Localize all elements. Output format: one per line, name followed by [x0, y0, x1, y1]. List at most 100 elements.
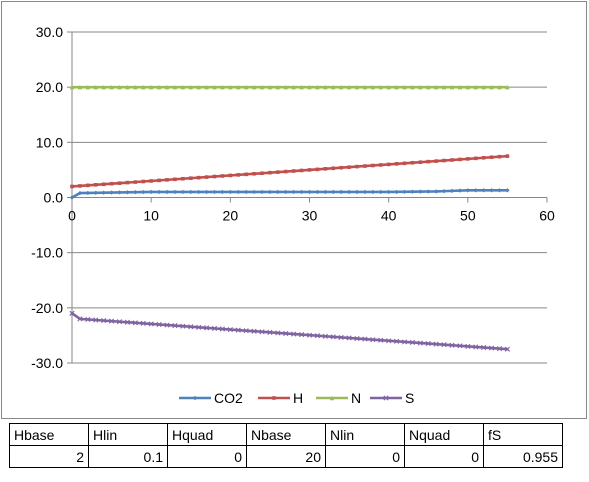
series-point-s — [488, 345, 495, 351]
series-point-co2 — [148, 189, 154, 195]
series-point-h — [165, 178, 169, 182]
series-point-s — [188, 324, 194, 330]
series-point-n — [338, 84, 344, 90]
series-point-s — [93, 317, 99, 323]
series-point-n — [141, 84, 146, 90]
series-point-h — [109, 181, 114, 186]
series-line-s — [70, 312, 509, 351]
series-point-co2 — [85, 190, 91, 196]
series-point-co2 — [481, 188, 486, 193]
series-point-h — [339, 165, 343, 170]
series-point-s — [330, 334, 336, 340]
series-point-co2 — [283, 189, 288, 195]
series-point-s — [417, 340, 423, 346]
legend-label-s: S — [405, 390, 414, 406]
series-point-h — [78, 184, 82, 188]
series-point-co2 — [497, 188, 502, 193]
series-point-h — [244, 172, 248, 177]
legend-label-n: N — [351, 390, 361, 406]
series-point-co2 — [251, 189, 257, 195]
parameter-header-row: Hbase Hlin Hquad Nbase Nlin Nquad fS — [9, 423, 563, 446]
series-point-n — [457, 84, 463, 90]
line-chart: 30.0 20.0 10.0 0.0 -10.0 -20.0 -30.0 0 10 20 30 40 5… — [31, 24, 555, 406]
series-point-s — [148, 321, 154, 327]
y-tick-label: 10.0 — [36, 134, 63, 150]
series-point-h — [299, 168, 304, 173]
series-point-s — [124, 319, 131, 325]
series-point-co2 — [473, 188, 478, 193]
series-point-n — [354, 84, 360, 90]
series-point-h — [481, 155, 486, 160]
series-point-co2 — [410, 189, 415, 194]
series-line-h — [70, 154, 509, 188]
series-point-co2 — [354, 189, 360, 195]
series-point-co2 — [109, 190, 114, 195]
series-point-s — [132, 320, 138, 326]
x-tick-label: 10 — [143, 208, 159, 224]
series-point-n — [489, 84, 494, 90]
series-point-co2 — [402, 189, 407, 194]
series-point-co2 — [156, 189, 162, 195]
series-point-h — [260, 171, 264, 176]
x-tick-label: 30 — [302, 208, 318, 224]
series-point-s — [291, 331, 297, 337]
series-point-n — [505, 84, 510, 90]
value-cell-nlin: 0 — [325, 445, 405, 468]
series-point-s — [101, 317, 107, 324]
series-point-s — [370, 337, 376, 343]
series-point-h — [410, 160, 415, 165]
series-point-co2 — [267, 189, 273, 195]
series-point-h — [291, 169, 296, 173]
series-point-n — [164, 84, 170, 90]
series-point-n — [402, 84, 407, 90]
series-point-s — [251, 328, 257, 334]
series-point-n — [188, 84, 193, 90]
series-point-n — [133, 84, 138, 90]
series-point-h — [347, 165, 351, 169]
y-tick-label: 20.0 — [36, 79, 63, 95]
series-point-s — [259, 329, 265, 335]
series-point-n — [299, 84, 304, 90]
series-point-h — [252, 171, 256, 176]
series-point-s — [441, 342, 447, 348]
series-point-n — [172, 84, 178, 90]
series-point-co2 — [164, 189, 170, 195]
parameter-value-row: 2 0.1 0 20 0 0 0.955 — [9, 445, 563, 468]
series-point-n — [77, 84, 83, 90]
series-point-n — [433, 84, 439, 90]
series-point-n — [362, 84, 368, 90]
legend-marker-n — [329, 395, 335, 401]
series-point-h — [149, 179, 153, 183]
series-point-n — [212, 84, 217, 90]
series-point-n — [378, 84, 383, 90]
series-point-n — [275, 84, 281, 90]
series-point-co2 — [212, 189, 217, 195]
series-point-co2 — [433, 189, 439, 194]
x-tick-label: 0 — [68, 208, 76, 224]
header-cell-fs: fS — [483, 423, 563, 446]
series-point-h — [307, 168, 312, 172]
x-tick-label: 50 — [460, 208, 476, 224]
value-cell-nquad: 0 — [404, 445, 484, 468]
series-point-s — [433, 341, 439, 347]
series-point-co2 — [188, 189, 193, 195]
series-point-h — [86, 183, 90, 188]
series-point-s — [227, 326, 233, 333]
series-point-h — [426, 159, 431, 164]
series-point-n — [251, 84, 257, 90]
series-point-co2 — [275, 189, 281, 195]
series-point-h — [315, 167, 320, 172]
x-tick-label: 60 — [539, 208, 555, 224]
series-point-n — [323, 84, 328, 90]
series-point-s — [211, 325, 218, 332]
header-cell-nlin: Nlin — [325, 423, 405, 446]
series-point-s — [504, 346, 511, 352]
series-point-co2 — [259, 189, 265, 195]
series-point-n — [307, 84, 312, 90]
series-point-s — [180, 323, 186, 329]
y-tick-label: -30.0 — [31, 355, 63, 371]
series-point-co2 — [243, 189, 249, 195]
series-point-n — [101, 84, 106, 90]
series-point-h — [188, 176, 193, 180]
parameter-table: Hbase Hlin Hquad Nbase Nlin Nquad fS 2 0… — [9, 423, 563, 468]
